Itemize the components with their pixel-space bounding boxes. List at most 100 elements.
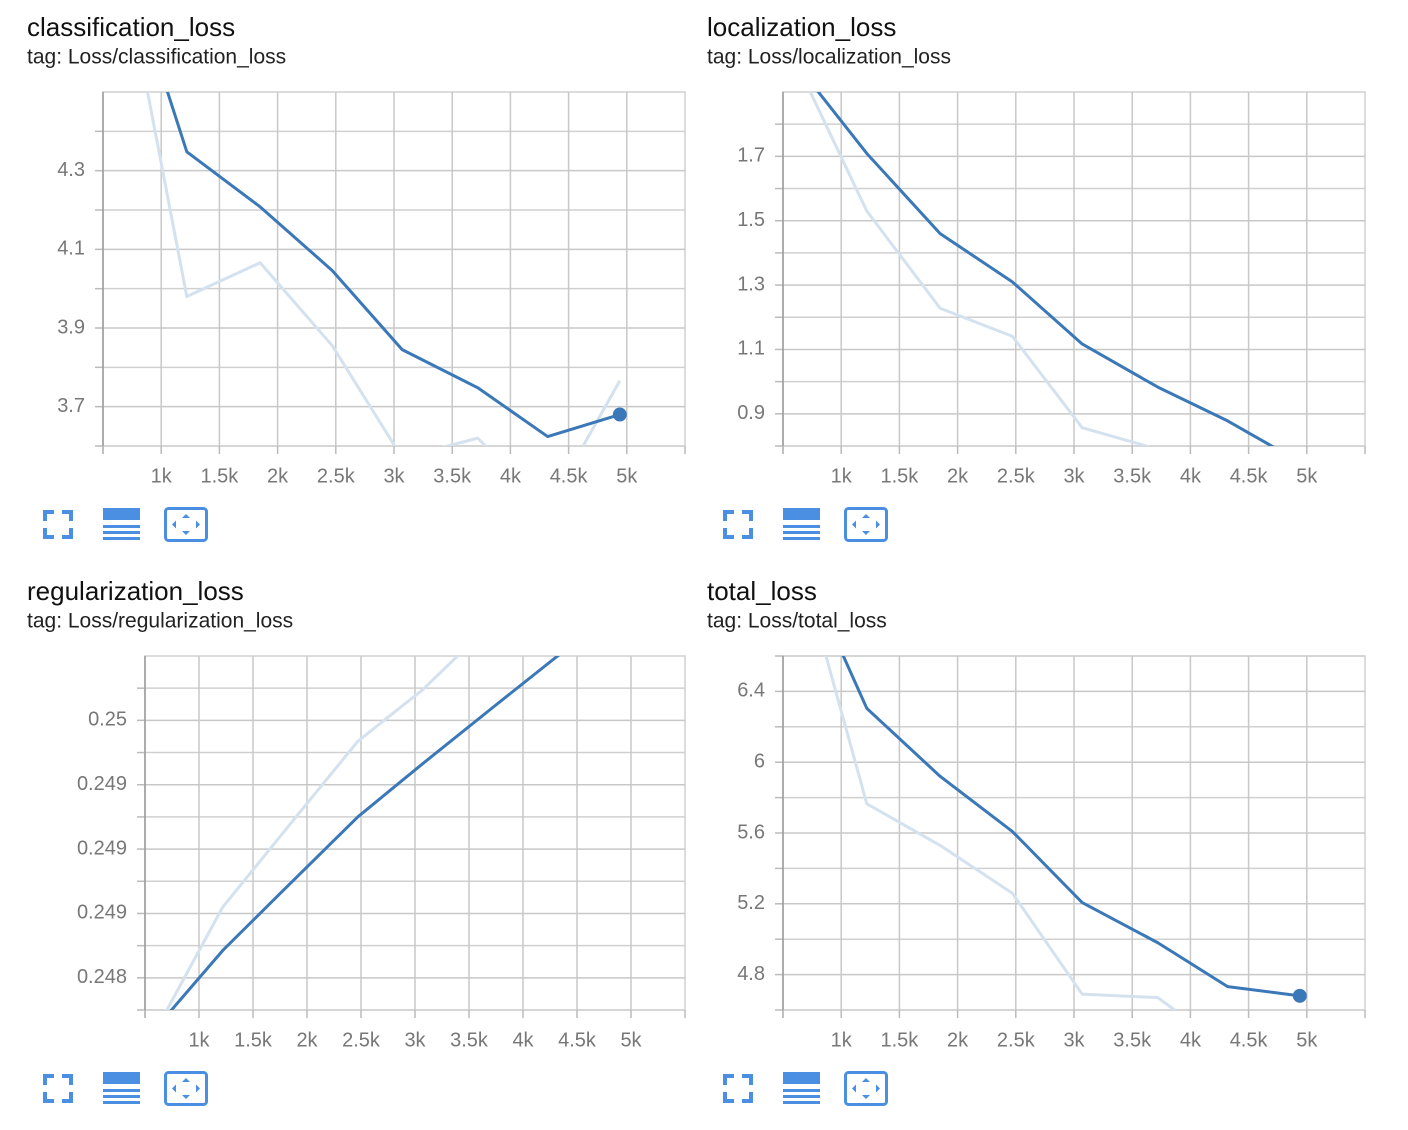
icon-stroke bbox=[43, 1092, 54, 1103]
fit-domain-button[interactable] bbox=[844, 1071, 888, 1106]
icon-arrow bbox=[862, 1078, 870, 1082]
y-tick-label: 0.248 bbox=[77, 966, 127, 988]
series-line bbox=[824, 656, 1178, 1010]
icon-frame bbox=[164, 507, 208, 542]
icon-stroke bbox=[783, 508, 820, 520]
icon-stroke bbox=[103, 508, 140, 520]
fit-domain-button[interactable] bbox=[164, 1071, 208, 1106]
x-tick-label: 2k bbox=[947, 1029, 969, 1051]
x-tick-label: 1k bbox=[151, 465, 173, 487]
fit-domain-button[interactable] bbox=[844, 507, 888, 542]
fit-domain-button[interactable] bbox=[164, 507, 208, 542]
icon-stroke bbox=[103, 1089, 140, 1092]
series-line bbox=[146, 92, 622, 446]
series-line bbox=[165, 656, 460, 1010]
chart-subtitle: tag: Loss/regularization_loss bbox=[27, 610, 293, 633]
y-tick-label: 1.5 bbox=[737, 209, 765, 231]
toggle-log-button[interactable] bbox=[783, 1072, 820, 1104]
icon-arrow bbox=[182, 1078, 190, 1082]
icon-arrow bbox=[182, 1095, 190, 1099]
icon-stroke bbox=[62, 528, 73, 539]
icon-stroke bbox=[43, 1074, 54, 1085]
y-tick-label: 5.6 bbox=[737, 821, 765, 843]
last-point-marker bbox=[612, 407, 627, 422]
icon-stroke bbox=[62, 1092, 73, 1103]
chart-panel: 0.248 0.249 0.249 0.249 0.25 1k 1.5k 2k 2.5k 3k 3.… bbox=[43, 655, 686, 1106]
x-tick-label: 3k bbox=[1063, 465, 1085, 487]
icon-arrow bbox=[196, 1084, 200, 1093]
plot-lines bbox=[824, 656, 1307, 1010]
icon-stroke bbox=[783, 531, 820, 534]
icon-frame bbox=[164, 1071, 208, 1106]
icon-arrow bbox=[862, 514, 870, 518]
fullscreen-button[interactable] bbox=[43, 510, 73, 539]
x-tick-label: 3.5k bbox=[1113, 1029, 1152, 1051]
y-tick-label: 4.8 bbox=[737, 963, 765, 985]
x-tick-label: 4k bbox=[500, 465, 522, 487]
x-tick-label: 3k bbox=[1063, 1029, 1085, 1051]
x-tick-label: 1.5k bbox=[880, 465, 919, 487]
icon-arrow bbox=[862, 1095, 870, 1099]
chart-title: total_loss bbox=[707, 576, 817, 606]
icon-stroke bbox=[783, 537, 820, 540]
x-tick-label: 4.5k bbox=[1230, 465, 1269, 487]
y-tick-label: 0.25 bbox=[88, 709, 127, 731]
icon-stroke bbox=[723, 510, 734, 521]
icon-stroke bbox=[103, 1072, 140, 1084]
icon-arrow bbox=[196, 520, 200, 529]
series-line bbox=[165, 92, 621, 439]
x-tick-label: 5k bbox=[1296, 1029, 1318, 1051]
chart-panel: 4.8 5.2 5.6 6 6.4 1k 1.5k 2k 2.5k 3k 3.5k 4k 4.5k 5k bbox=[723, 655, 1366, 1106]
x-tick-label: 1.5k bbox=[234, 1029, 273, 1051]
icon-stroke bbox=[742, 1074, 753, 1085]
icon-stroke bbox=[103, 525, 140, 528]
chart-title: classification_loss bbox=[27, 12, 235, 42]
icon-frame bbox=[844, 507, 888, 542]
series-line bbox=[808, 92, 1152, 446]
x-tick-label: 5k bbox=[620, 1029, 642, 1051]
x-tick-label: 1k bbox=[831, 1029, 853, 1051]
y-tick-label: 4.3 bbox=[57, 159, 85, 181]
toggle-log-button[interactable] bbox=[103, 508, 140, 540]
chart-subtitle: tag: Loss/total_loss bbox=[707, 610, 887, 633]
y-tick-label: 1.1 bbox=[737, 338, 765, 360]
fullscreen-button[interactable] bbox=[723, 510, 753, 539]
y-tick-label: 0.249 bbox=[77, 902, 127, 924]
icon-arrow bbox=[876, 1084, 880, 1093]
icon-arrow bbox=[876, 520, 880, 529]
icon-stroke bbox=[103, 1101, 140, 1104]
icon-stroke bbox=[62, 1074, 73, 1085]
x-tick-label: 2k bbox=[267, 465, 289, 487]
chart-title: regularization_loss bbox=[27, 576, 244, 606]
icon-stroke bbox=[43, 510, 54, 521]
plot-lines bbox=[808, 92, 1275, 446]
icon-stroke bbox=[783, 525, 820, 528]
x-tick-label: 4.5k bbox=[550, 465, 589, 487]
y-tick-label: 1.3 bbox=[737, 273, 765, 295]
icon-arrow bbox=[852, 1084, 856, 1093]
icon-stroke bbox=[742, 510, 753, 521]
icon-stroke bbox=[783, 1089, 820, 1092]
x-tick-label: 3.5k bbox=[1113, 465, 1152, 487]
icon-frame bbox=[844, 1071, 888, 1106]
icon-stroke bbox=[103, 531, 140, 534]
toggle-log-button[interactable] bbox=[783, 508, 820, 540]
x-tick-label: 5k bbox=[616, 465, 638, 487]
chart-subtitle: tag: Loss/localization_loss bbox=[707, 46, 951, 69]
y-tick-label: 6.4 bbox=[737, 680, 765, 702]
icon-stroke bbox=[103, 1095, 140, 1098]
plot-lines bbox=[146, 92, 627, 446]
icon-stroke bbox=[723, 528, 734, 539]
last-point-marker bbox=[1292, 988, 1307, 1003]
x-tick-label: 3k bbox=[383, 465, 405, 487]
icon-arrow bbox=[862, 531, 870, 535]
toggle-log-button[interactable] bbox=[103, 1072, 140, 1104]
x-tick-label: 3.5k bbox=[450, 1029, 489, 1051]
x-tick-label: 2k bbox=[296, 1029, 318, 1051]
x-tick-label: 4.5k bbox=[1230, 1029, 1269, 1051]
fullscreen-button[interactable] bbox=[723, 1074, 753, 1103]
icon-arrow bbox=[182, 531, 190, 535]
fullscreen-button[interactable] bbox=[43, 1074, 73, 1103]
chart-panel: 0.9 1.1 1.3 1.5 1.7 1k 1.5k 2k 2.5k 3k 3.5k 4k 4.5k 5… bbox=[723, 91, 1366, 542]
